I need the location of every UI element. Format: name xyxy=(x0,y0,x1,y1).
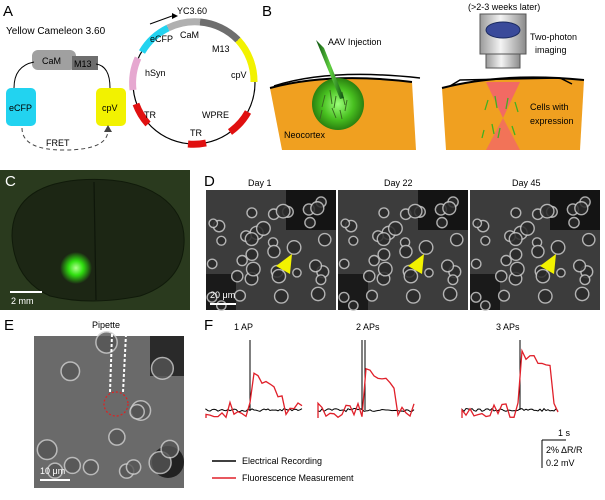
panel-f: F 1 AP 2 APs 3 APs 1 s 2% ΔR/R 0.2 mV El… xyxy=(204,317,583,483)
panel-d: D Day 1 Day 22 Day 45 20 μm xyxy=(204,173,600,311)
panel-a-letter: A xyxy=(3,3,13,20)
plasmid-label-m13: M13 xyxy=(212,44,230,54)
arrowhead-marker xyxy=(540,254,556,274)
linker-right xyxy=(95,63,111,89)
trace-group-2 xyxy=(317,340,415,419)
brain-outline xyxy=(11,178,185,302)
ap-label-2: 2 APs xyxy=(356,322,380,332)
neocortex-label: Neocortex xyxy=(284,130,326,140)
day-label-1: Day 1 xyxy=(248,178,272,188)
plasmid-label-wpre: WPRE xyxy=(202,110,229,120)
plasmid-map: YC3.60 eCFP CaM M13 cpV WPRE TR TR hSyn xyxy=(129,6,258,148)
patched-cell xyxy=(103,391,129,417)
cpv-label: cpV xyxy=(102,103,118,113)
neocortex-block-right xyxy=(442,77,584,150)
cells-line2: expression xyxy=(530,116,574,126)
plasmid-segment-cam xyxy=(166,18,201,32)
patch-image xyxy=(34,331,184,488)
scale-ratio-label: 2% ΔR/R xyxy=(546,445,583,455)
fret-arrow xyxy=(21,127,109,151)
fret-label: FRET xyxy=(46,138,70,148)
panel-e-letter: E xyxy=(4,317,14,334)
infected-neurons-left xyxy=(319,89,348,120)
fluorescence-trace xyxy=(317,367,415,419)
ecfp-label: eCFP xyxy=(9,103,32,113)
panel-c-letter: C xyxy=(5,173,16,190)
plasmid-name: YC3.60 xyxy=(177,6,207,16)
plasmid-label-cam: CaM xyxy=(180,30,199,40)
ap-label-1: 1 AP xyxy=(234,322,253,332)
m13-label: M13 xyxy=(74,59,92,69)
electrical-trace xyxy=(205,407,303,412)
trace-group-3 xyxy=(461,340,559,418)
panel-a: A Yellow Cameleon 3.60 CaM M13 eCFP cpV … xyxy=(3,3,258,151)
plasmid-label-cpv: cpV xyxy=(231,70,247,80)
fluorescence-trace xyxy=(461,348,559,418)
plasmid-segment-tr-left xyxy=(132,102,151,127)
ap-label-3: 3 APs xyxy=(496,322,520,332)
plasmid-segment-m13 xyxy=(199,18,241,43)
plasmid-segment-tr-bottom xyxy=(187,139,207,148)
m13-domain xyxy=(72,56,98,70)
plasmid-label-tr-left: TR xyxy=(144,110,156,120)
ecfp-box xyxy=(6,88,36,126)
scale-mv-label: 0.2 mV xyxy=(546,458,575,468)
construct-title: Yellow Cameleon 3.60 xyxy=(6,26,106,37)
two-photon-images xyxy=(206,190,600,311)
panel-c-scale-label: 2 mm xyxy=(11,296,34,306)
fret-arrowhead xyxy=(104,125,112,132)
cpv-box xyxy=(96,88,126,126)
plasmid-segment-wpre xyxy=(227,110,252,135)
panel-e-scale-label: 10 μm xyxy=(40,466,65,476)
traces xyxy=(205,340,559,419)
plasmid-label-tr-bottom: TR xyxy=(190,128,202,138)
scale-time-label: 1 s xyxy=(558,428,571,438)
electrical-trace xyxy=(461,407,559,413)
panel-c: C 2 mm xyxy=(0,170,190,310)
infection-sphere xyxy=(312,78,364,130)
two-photon-image-2 xyxy=(338,190,468,311)
plasmid-label-hsyn: hSyn xyxy=(145,68,166,78)
two-photon-line1: Two-photon xyxy=(530,32,577,42)
panel-e: E Pipette 10 μm xyxy=(4,317,184,488)
aav-label: AAV Injection xyxy=(328,37,381,47)
two-photon-image-1 xyxy=(206,190,336,311)
panel-b: B AAV Injection Neocortex (>2-3 weeks la… xyxy=(262,2,585,150)
laser-cone-lower xyxy=(486,118,520,150)
pipette-label: Pipette xyxy=(92,320,120,330)
cam-label: CaM xyxy=(42,56,61,66)
cells-line1: Cells with xyxy=(530,102,569,112)
trace-group-1 xyxy=(205,340,303,419)
time-later-label: (>2-3 weeks later) xyxy=(468,2,540,12)
panel-f-letter: F xyxy=(204,317,213,334)
two-photon-line2: imaging xyxy=(535,45,567,55)
panel-d-letter: D xyxy=(204,173,215,190)
arrowhead-marker xyxy=(276,254,292,274)
panel-d-scale-label: 20 μm xyxy=(210,290,235,300)
linker-left xyxy=(13,61,35,89)
cam-domain xyxy=(32,50,76,70)
legend-fluorescence: Fluorescence Measurement xyxy=(242,473,354,483)
two-photon-image-3 xyxy=(470,190,600,311)
plasmid-segment-cpv xyxy=(235,37,258,83)
fluorescence-trace xyxy=(205,372,303,419)
laser-cone-upper xyxy=(486,82,520,118)
day-label-2: Day 22 xyxy=(384,178,413,188)
plasmid-label-ecfp: eCFP xyxy=(150,34,173,44)
panel-b-letter: B xyxy=(262,3,272,20)
legend-electrical: Electrical Recording xyxy=(242,456,322,466)
arrowhead-marker xyxy=(408,254,424,274)
expressing-cells xyxy=(481,95,519,139)
plasmid-segment-ecfp xyxy=(138,24,170,54)
day-label-3: Day 45 xyxy=(512,178,541,188)
expression-spot xyxy=(60,252,92,284)
brain-midline xyxy=(93,181,97,301)
injection-needle xyxy=(316,40,344,99)
plasmid-segment-hsyn xyxy=(129,56,142,91)
